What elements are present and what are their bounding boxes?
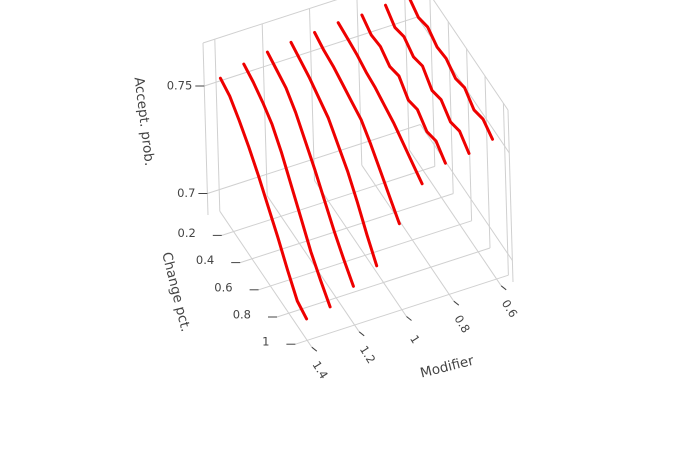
y-tick-label: 0.4: [196, 253, 214, 267]
series-line-6: [336, 21, 424, 186]
floor-grid-line-x: [266, 195, 360, 333]
x-tick-label: 0.8: [451, 312, 473, 335]
floor-grid-line-x: [314, 180, 407, 317]
y-tick-label: 0.2: [178, 226, 196, 240]
side-wall-grid-line-z: [419, 124, 513, 261]
floor-grid-line-x: [408, 149, 502, 287]
x-axis-tick: [406, 316, 412, 321]
x-tick-label: 1: [407, 332, 423, 346]
series-line-2: [242, 62, 332, 309]
floor-grid-line-y: [295, 274, 509, 345]
back-wall-grid-line-x: [404, 0, 410, 150]
z-axis-title: Accept. prob.: [131, 76, 158, 167]
y-tick-label: 1: [262, 335, 269, 349]
x-tick-label: 1.4: [309, 358, 331, 381]
y-axis-title: Change pct.: [158, 251, 193, 334]
back-wall-grid-line-x: [356, 0, 363, 166]
z-tick-label: 0.75: [167, 79, 193, 93]
box-edge: [507, 109, 514, 283]
floor-grid-line-y: [258, 220, 472, 291]
series-line-9: [408, 0, 494, 141]
series-line-8: [384, 3, 471, 155]
series-line-5: [313, 31, 401, 226]
z-tick-label: 0.7: [177, 186, 195, 200]
x-tick-label: 1.2: [357, 343, 379, 366]
series-line-3: [265, 50, 355, 288]
back-wall-grid-line-x: [309, 8, 315, 181]
series-line-4: [289, 40, 379, 268]
box-edge: [202, 42, 209, 216]
box-edge: [202, 0, 338, 44]
side-wall-grid-line-y: [466, 48, 473, 221]
floor-grid-line-x: [219, 210, 313, 348]
series-layer: [218, 0, 494, 321]
floor-grid-line-y: [240, 193, 454, 264]
grid-layer: [195, 0, 514, 352]
x-axis-tick: [311, 346, 318, 352]
label-layer: Accept. prob. Change pct. Modifier 1.4 1.…: [131, 76, 521, 381]
back-wall-grid-line-z: [207, 124, 421, 194]
x-tick-label: 0.6: [499, 297, 521, 320]
series-line-1: [218, 76, 309, 321]
x-axis-title: Modifier: [419, 353, 476, 382]
y-tick-label: 0.8: [233, 308, 251, 322]
side-wall-grid-line-y: [484, 75, 491, 249]
floor-grid-line-y: [221, 165, 435, 236]
box-edge: [432, 0, 509, 111]
x-axis-tick: [358, 331, 365, 337]
series-line-7: [360, 13, 447, 165]
floor-grid-line-y: [276, 247, 491, 318]
back-wall-grid-line-x: [214, 39, 221, 212]
side-wall-grid-line-y: [502, 103, 509, 276]
x-axis-tick: [453, 300, 460, 306]
y-tick-label: 0.6: [214, 280, 232, 294]
floor-grid-line-x: [361, 164, 455, 302]
x-axis-tick: [500, 285, 507, 291]
back-wall-grid-line-z: [204, 16, 418, 87]
side-wall-grid-line-y: [447, 21, 454, 194]
